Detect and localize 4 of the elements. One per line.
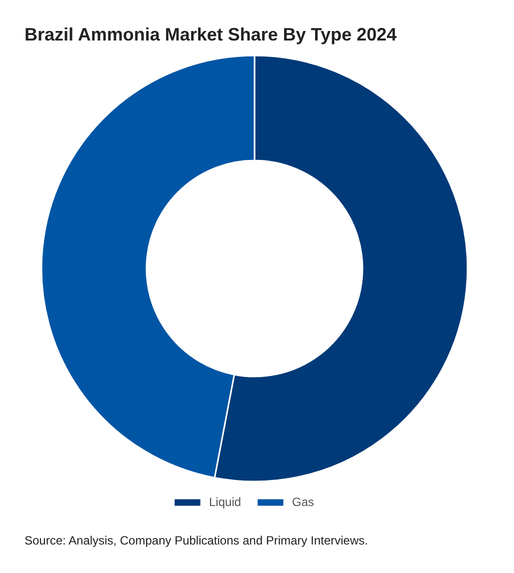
chart-title: Brazil Ammonia Market Share By Type 2024	[24, 24, 397, 44]
legend-label: Gas	[292, 495, 314, 509]
source-note: Source: Analysis, Company Publications and Primary Interviews.	[24, 534, 368, 548]
legend-label: Liquid	[209, 495, 242, 509]
